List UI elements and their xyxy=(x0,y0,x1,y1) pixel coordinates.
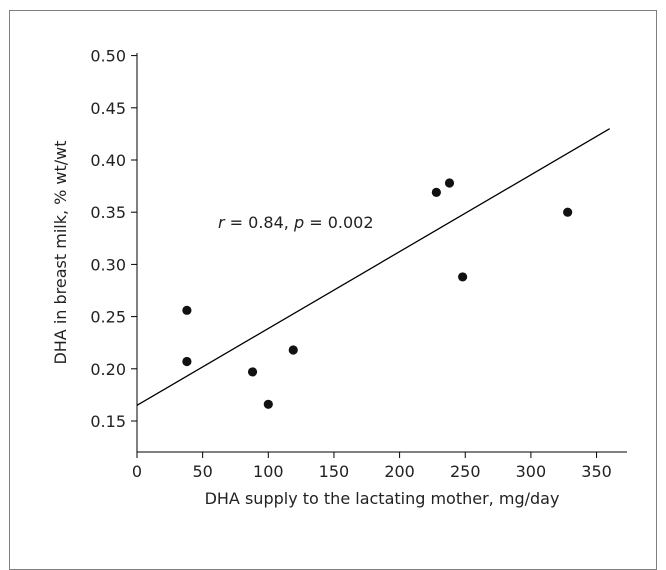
data-point xyxy=(182,356,192,367)
x-tick-label: 50 xyxy=(192,462,212,481)
y-tick-label: 0.40 xyxy=(90,151,126,170)
data-point xyxy=(263,399,273,409)
y-ticks: 0.15 0.20 0.25 0.30 0.35 0.40 0.45 0.50 xyxy=(90,47,137,431)
x-tick-label: 350 xyxy=(581,462,612,481)
x-tick-label: 0 xyxy=(132,462,142,481)
r-symbol: r xyxy=(218,213,226,232)
y-tick-label: 0.20 xyxy=(90,360,126,379)
x-tick-label: 200 xyxy=(384,462,415,481)
data-points xyxy=(182,178,573,409)
r-value: = 0.84, xyxy=(225,213,294,232)
regression-line xyxy=(136,128,611,406)
y-tick-label: 0.35 xyxy=(90,203,126,222)
axes xyxy=(136,53,627,453)
data-point xyxy=(563,207,573,217)
y-tick-label: 0.45 xyxy=(90,99,126,118)
scatter-chart: 0 50 100 150 200 250 300 350 0.150.200.250.300.… xyxy=(51,47,627,508)
y-tick-label: 0.25 xyxy=(90,308,126,327)
data-point xyxy=(444,178,455,188)
data-point xyxy=(458,272,468,282)
x-tick-label: 300 xyxy=(516,462,547,481)
y-tick-label: 0.15 xyxy=(90,412,126,431)
x-tick-label: 250 xyxy=(450,462,481,481)
x-ticks: 0 50 100 150 200 250 300 350 xyxy=(132,452,612,481)
data-point xyxy=(247,367,258,377)
y-tick-label: 0.30 xyxy=(90,255,126,274)
correlation-annotation: r = 0.84, p = 0.002 xyxy=(218,213,374,232)
p-value: = 0.002 xyxy=(304,213,373,232)
data-point xyxy=(431,187,441,197)
x-tick-label: 100 xyxy=(253,462,284,481)
x-tick-label: 150 xyxy=(319,462,350,481)
y-tick-label: 0.50 xyxy=(90,47,126,66)
y-axis-title: DHA in breast milk, % wt/wt xyxy=(51,140,70,364)
data-point xyxy=(288,345,298,355)
data-point xyxy=(182,305,192,315)
p-symbol: p xyxy=(293,213,304,232)
x-axis-title: DHA supply to the lactating mother, mg/d… xyxy=(205,489,560,508)
